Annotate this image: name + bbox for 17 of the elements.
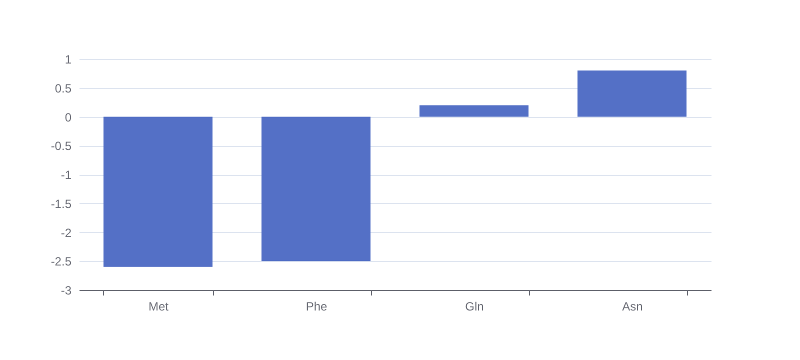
x-tick-label: Gln <box>465 300 484 314</box>
y-tick-label: -3 <box>60 284 72 298</box>
y-tick-label: -2.5 <box>50 254 72 269</box>
bar <box>577 70 687 117</box>
bar <box>103 116 213 267</box>
y-tick-label: -1 <box>60 168 72 182</box>
y-tick-label: 0.5 <box>54 81 72 96</box>
y-tick-label: -0.5 <box>50 139 72 154</box>
y-tick-label: 1 <box>64 52 72 66</box>
x-tick-label: Asn <box>622 300 643 314</box>
x-tick-label: Met <box>148 300 170 314</box>
y-tick-label: -1.5 <box>50 196 72 211</box>
bar <box>419 105 529 117</box>
y-tick-label: 0 <box>64 110 72 124</box>
x-tick-label: Phe <box>306 300 328 314</box>
y-tick-label: -2 <box>60 226 72 240</box>
bar <box>261 116 371 262</box>
